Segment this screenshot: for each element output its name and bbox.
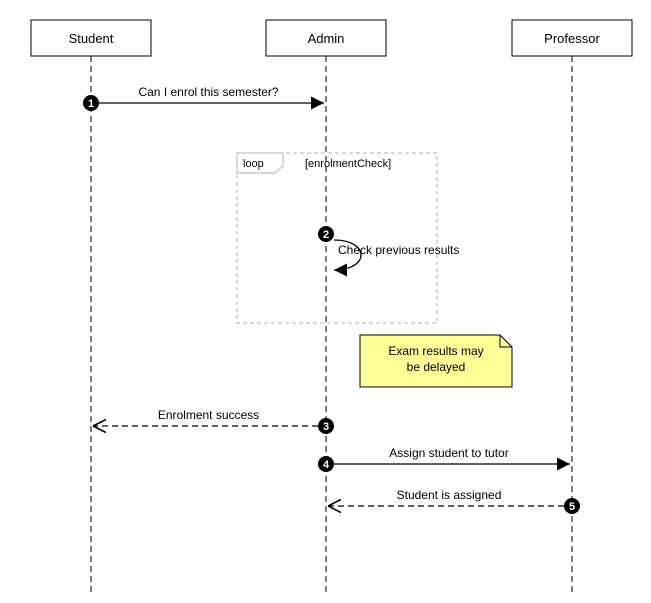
message-num-3-label: 3 bbox=[323, 421, 329, 433]
note-line: be delayed bbox=[407, 360, 466, 374]
message-num-1-label: 1 bbox=[88, 98, 94, 110]
lifeline-label: Student bbox=[69, 31, 114, 46]
message-label: Can I enrol this semester? bbox=[138, 85, 278, 99]
fragment-guard: [enrolmentCheck] bbox=[305, 158, 391, 170]
note-line: Exam results may bbox=[388, 344, 483, 358]
message-num-4-label: 4 bbox=[323, 459, 330, 471]
message-label: Student is assigned bbox=[397, 488, 502, 502]
fragment-operator: loop bbox=[243, 158, 264, 170]
message-num-2-label: 2 bbox=[323, 229, 329, 241]
message-num-5-label: 5 bbox=[569, 501, 575, 513]
message-label: Check previous results bbox=[338, 243, 459, 257]
message-label: Enrolment success bbox=[158, 408, 259, 422]
lifeline-label: Admin bbox=[308, 31, 345, 46]
lifeline-label: Professor bbox=[544, 31, 600, 46]
message-label: Assign student to tutor bbox=[389, 446, 508, 460]
